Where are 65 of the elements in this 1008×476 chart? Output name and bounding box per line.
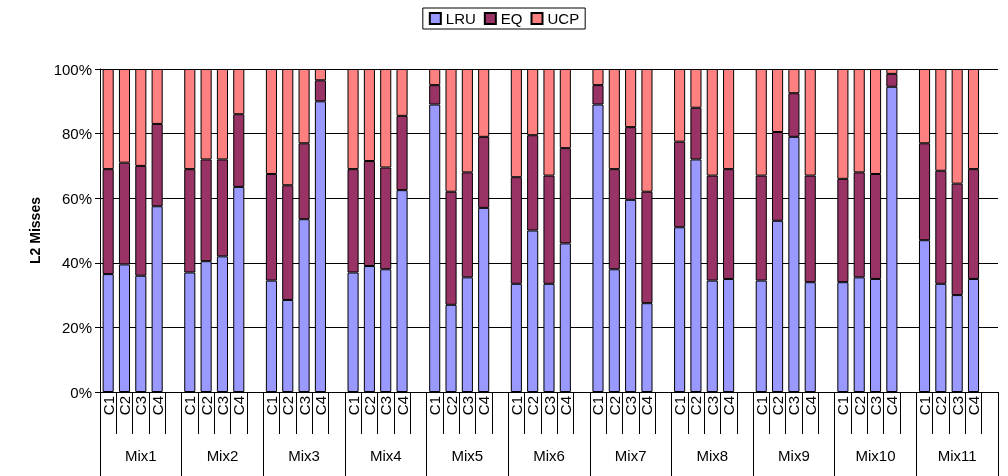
x-tick-label: C1 [507, 396, 525, 416]
legend-label: UCP [547, 10, 580, 27]
legend-label: EQ [500, 10, 523, 27]
text: Mix7 [614, 447, 647, 464]
x-tick-label: C2 [850, 396, 868, 416]
x-tick-label: C2 [769, 396, 787, 416]
x-tick-label: C2 [360, 396, 378, 416]
x-tick-label: C3 [295, 396, 313, 416]
y-tick-label: 60% [61, 189, 92, 207]
x-tick-label: C3 [377, 396, 395, 416]
y-tick-label: 80% [61, 125, 92, 143]
x-tick-label: C2 [279, 396, 297, 416]
x-tick-label: C1 [589, 396, 607, 416]
y-tick-label: 100% [53, 60, 92, 78]
x-tick-label: C4 [311, 396, 329, 416]
text: Mix1 [124, 447, 157, 464]
x-tick-label: C3 [458, 396, 476, 416]
x-tick-label: C3 [948, 396, 966, 416]
x-tick-label: C1 [752, 396, 770, 416]
x-tick-label: C3 [132, 396, 150, 416]
x-tick-label: C1 [426, 396, 444, 416]
x-tick-label: C4 [475, 396, 493, 416]
y-tick-label: 40% [61, 254, 92, 272]
x-tick-label: C3 [785, 396, 803, 416]
x-tick-label: C4 [556, 396, 574, 416]
y-tick-label: 0% [70, 383, 92, 401]
x-tick-label: C3 [703, 396, 721, 416]
legend-label: LRU [445, 10, 476, 27]
text: Mix11 [937, 447, 977, 464]
text: Mix4 [369, 447, 402, 464]
x-tick-label: C4 [965, 396, 983, 416]
x-tick-label: C1 [181, 396, 199, 416]
y-axis-title: L2 Misses [27, 196, 43, 264]
text: Mix2 [206, 447, 239, 464]
x-tick-label: C4 [720, 396, 738, 416]
x-tick-label: C2 [197, 396, 215, 416]
text: Mix9 [778, 447, 810, 464]
x-tick-label: C4 [230, 396, 248, 416]
x-tick-label: C3 [213, 396, 231, 416]
text: Mix3 [288, 447, 320, 464]
x-tick-label: C1 [916, 396, 934, 416]
x-tick-label: C1 [671, 396, 689, 416]
text: Mix6 [533, 447, 565, 464]
x-tick-label: C3 [867, 396, 885, 416]
x-tick-label: C4 [638, 396, 656, 416]
x-tick-label: C2 [524, 396, 542, 416]
x-tick-label: C2 [442, 396, 460, 416]
x-tick-label: C4 [148, 396, 166, 416]
x-tick-label: C1 [262, 396, 280, 416]
text: Mix5 [451, 447, 484, 464]
x-tick-label: C2 [932, 396, 950, 416]
text: Mix8 [696, 447, 729, 464]
x-tick-label: C2 [605, 396, 623, 416]
x-tick-label: C3 [622, 396, 640, 416]
x-tick-label: C2 [115, 396, 133, 416]
x-tick-label: C3 [540, 396, 558, 416]
y-tick-label: 20% [61, 318, 92, 336]
x-tick-label: C4 [393, 396, 411, 416]
x-tick-label: C1 [99, 396, 117, 416]
text: Mix10 [855, 447, 896, 464]
x-tick-label: C4 [883, 396, 901, 416]
x-tick-label: C1 [834, 396, 852, 416]
x-tick-label: C4 [801, 396, 819, 416]
x-tick-label: C1 [344, 396, 362, 416]
x-tick-label: C2 [687, 396, 705, 416]
